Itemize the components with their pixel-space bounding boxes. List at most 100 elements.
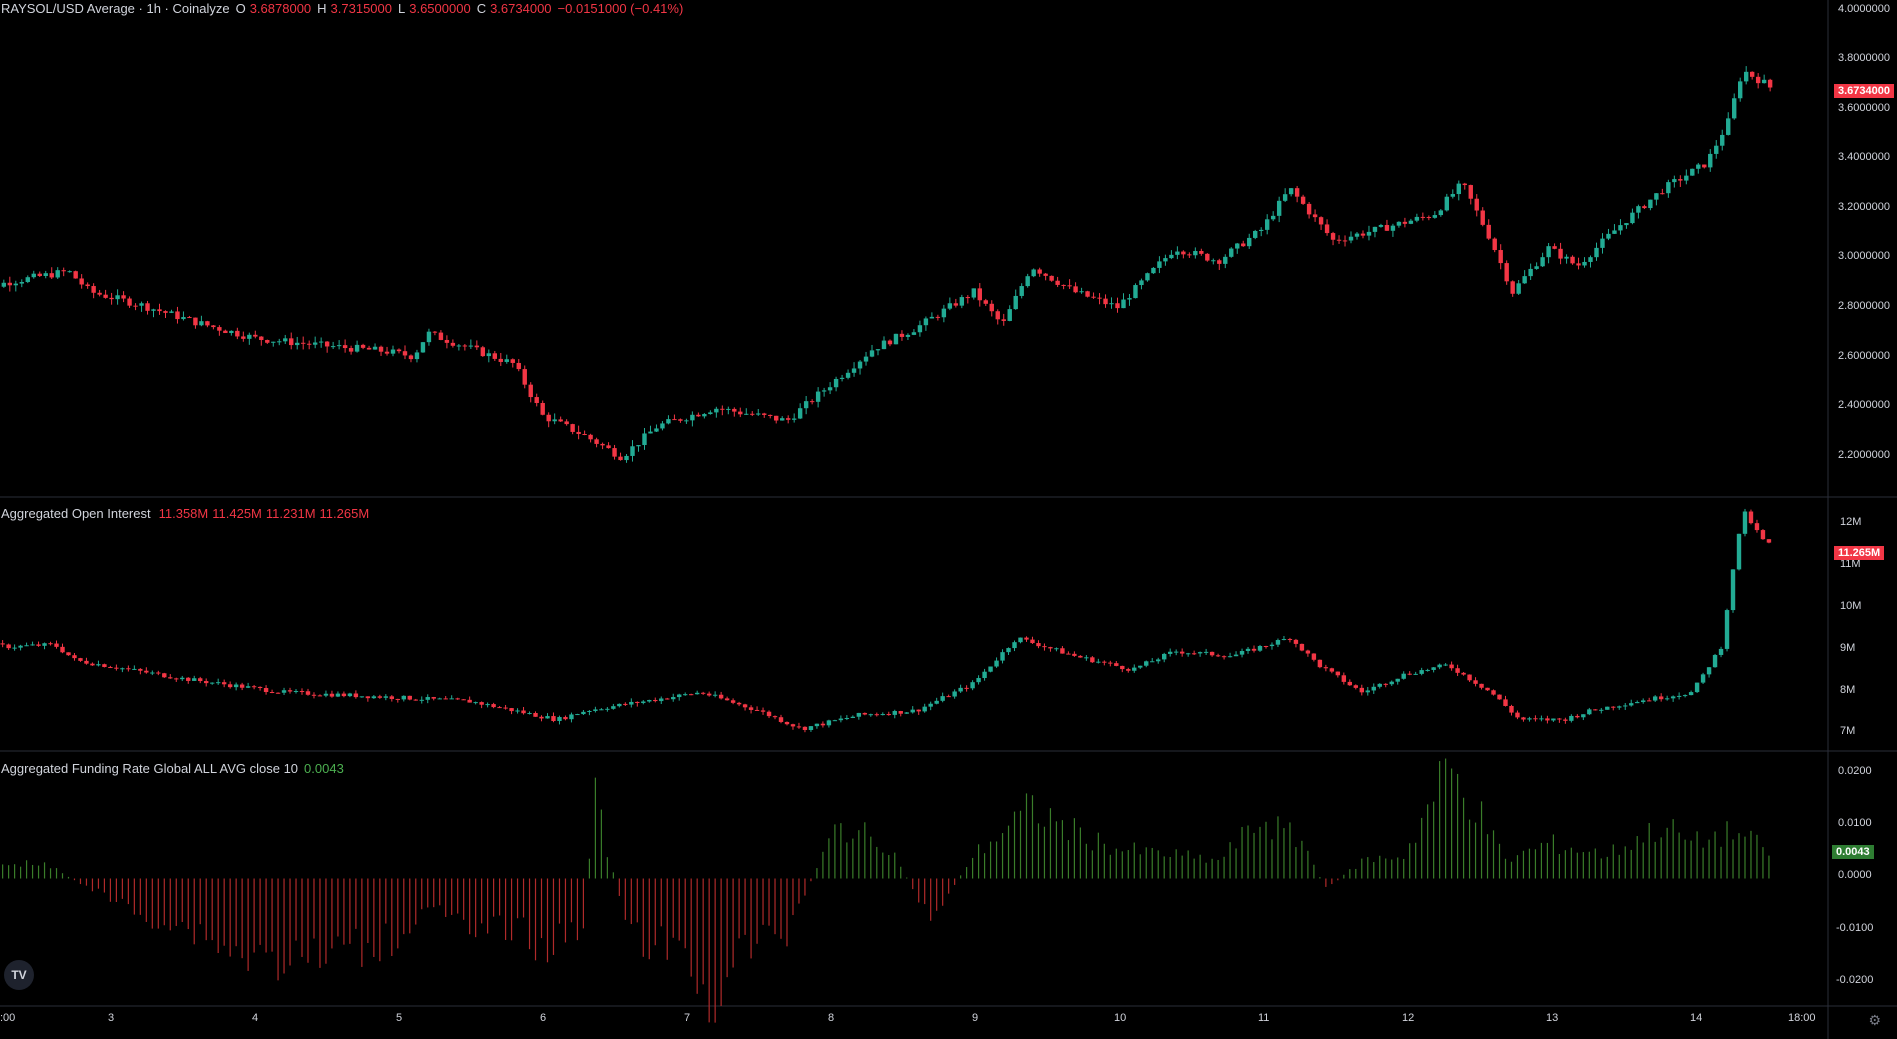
- candle-body: [1223, 256, 1228, 264]
- candle-body: [473, 702, 478, 704]
- candle-body: [103, 294, 108, 298]
- candle-body: [283, 338, 288, 342]
- candle-body: [587, 710, 592, 712]
- candle-body: [1419, 670, 1424, 674]
- candle-body: [826, 720, 832, 726]
- candle-body: [821, 390, 827, 392]
- candle-body: [612, 448, 617, 457]
- price-candles: [0, 66, 1773, 463]
- oi-tick: 12M: [1840, 516, 1862, 528]
- candle-body: [539, 716, 544, 719]
- candle-body: [641, 701, 646, 703]
- candle-body: [437, 698, 442, 700]
- funding-title[interactable]: Aggregated Funding Rate Global ALL AVG c…: [1, 761, 299, 776]
- candle-body: [1229, 248, 1234, 257]
- candle-body: [1150, 661, 1155, 663]
- candle-body: [624, 455, 629, 461]
- candle-body: [1173, 651, 1179, 653]
- candle-body: [1636, 206, 1641, 213]
- candle-body: [1282, 194, 1288, 201]
- candle-body: [199, 321, 204, 326]
- candle-body: [1491, 690, 1496, 695]
- candle-body: [600, 443, 605, 446]
- candle-body: [1163, 258, 1168, 262]
- tradingview-logo[interactable]: TV: [4, 960, 34, 990]
- candle-body: [360, 344, 366, 348]
- candle-body: [109, 297, 114, 300]
- candle-body: [964, 687, 969, 689]
- candle-body: [1648, 199, 1653, 209]
- candle-body: [1293, 639, 1299, 644]
- candle-body: [30, 644, 35, 646]
- candle-body: [317, 695, 323, 697]
- candle-body: [383, 696, 389, 698]
- candle-body: [983, 300, 988, 304]
- candle-body: [353, 693, 359, 698]
- candle-body: [480, 347, 486, 357]
- price-tick: 2.6000000: [1838, 350, 1890, 362]
- candle-body: [1516, 283, 1521, 294]
- candle-body: [253, 334, 258, 337]
- gear-icon[interactable]: ⚙: [1868, 1012, 1881, 1028]
- candle-body: [815, 391, 821, 402]
- candle-body: [90, 663, 95, 666]
- candle-body: [875, 349, 881, 351]
- candle-body: [486, 353, 492, 357]
- candle-body: [1467, 674, 1472, 681]
- candle-body: [97, 292, 102, 295]
- time-tick: 11: [1258, 1012, 1270, 1024]
- candle-body: [1145, 273, 1150, 281]
- candle-body: [934, 700, 939, 704]
- candle-body: [78, 658, 83, 661]
- candle-body: [1748, 511, 1754, 524]
- candle-body: [1593, 709, 1598, 711]
- candle-body: [485, 704, 490, 706]
- candle-body: [702, 414, 707, 417]
- change-value: −0.0151000 (−0.41%): [557, 1, 684, 16]
- candle-body: [1449, 664, 1454, 669]
- candle-body: [989, 303, 994, 312]
- candle-body: [1323, 667, 1329, 669]
- candle-body: [263, 688, 269, 693]
- candle-body: [730, 700, 736, 703]
- candle-body: [809, 401, 815, 403]
- candle-body: [911, 332, 917, 335]
- candle-body: [534, 397, 539, 404]
- candle-body: [1676, 695, 1682, 697]
- candle-body: [277, 341, 282, 343]
- candle-body: [1624, 223, 1629, 226]
- candle-body: [1138, 665, 1143, 668]
- candle-body: [569, 714, 574, 720]
- candle-body: [6, 644, 11, 649]
- candle-body: [1533, 718, 1538, 720]
- candle-body: [42, 643, 47, 646]
- symbol-title[interactable]: RAYSOL/USD Average · 1h · Coinalyze: [1, 1, 230, 16]
- candle-body: [899, 333, 905, 337]
- price-tick: 3.4000000: [1838, 151, 1890, 163]
- candle-body: [720, 408, 725, 410]
- time-tick: 6: [540, 1012, 547, 1024]
- candle-body: [946, 696, 951, 698]
- candle-body: [953, 303, 959, 306]
- candle-body: [1055, 280, 1060, 285]
- candle-body: [1300, 196, 1306, 204]
- candle-body: [1515, 712, 1520, 718]
- last-funding-tag: 0.0043: [1832, 845, 1874, 859]
- candle-body: [324, 341, 330, 347]
- candle-body: [922, 706, 927, 712]
- candle-body: [1629, 703, 1634, 706]
- candle-body: [1706, 667, 1712, 675]
- oi-title[interactable]: Aggregated Open Interest: [1, 506, 151, 521]
- candle-body: [868, 714, 874, 716]
- candle-body: [1211, 260, 1216, 262]
- candle-body: [348, 348, 354, 352]
- candle-body: [1743, 71, 1749, 82]
- candle-body: [647, 699, 652, 702]
- candle-body: [1576, 263, 1581, 266]
- candle-body: [1641, 700, 1646, 703]
- candle-body: [1684, 175, 1689, 181]
- candle-body: [127, 298, 132, 306]
- candle-body: [581, 711, 586, 715]
- candle-body: [1694, 682, 1700, 693]
